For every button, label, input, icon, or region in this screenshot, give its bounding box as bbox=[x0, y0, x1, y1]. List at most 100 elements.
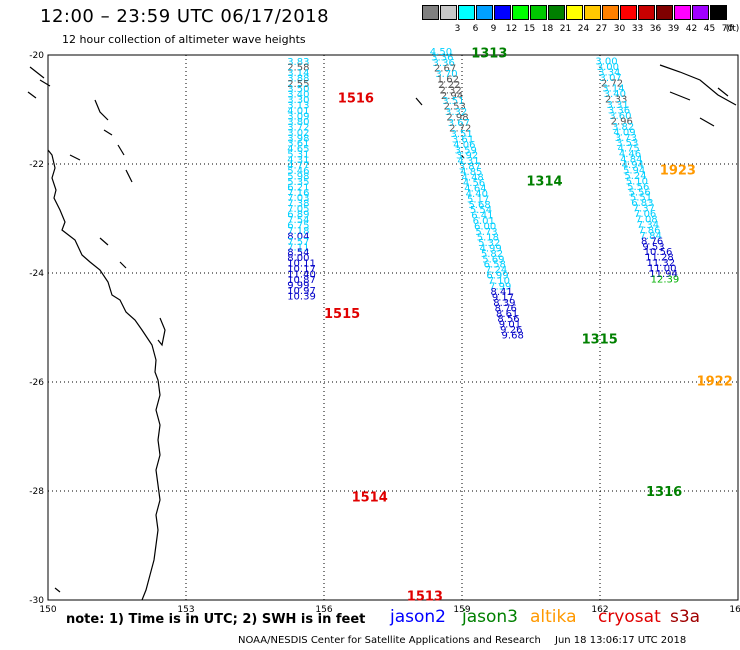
y-tick-label: -24 bbox=[29, 269, 44, 279]
altimeter-tracks: 3.832.583.143.882.553.503.403.303.134.01… bbox=[287, 47, 679, 341]
swh-value: 3.13 bbox=[287, 101, 309, 112]
reef-island-4 bbox=[99, 237, 127, 269]
swh-value: 5.68 bbox=[468, 200, 490, 211]
legend-label: 15 bbox=[523, 24, 536, 34]
swh-value: 7.06 bbox=[634, 209, 656, 220]
swh-value: 3.80 bbox=[287, 117, 309, 128]
swh-value: 8.39 bbox=[493, 298, 515, 309]
swh-value: 7.86 bbox=[638, 225, 660, 236]
legend-swatch bbox=[692, 5, 709, 20]
swh-value: 2.33 bbox=[605, 95, 627, 106]
swh-value: 4.06 bbox=[453, 140, 475, 151]
axis-ticks: 150 153 156 159 162 165 -20 -22 -24 -26 -28 -30 bbox=[29, 51, 740, 615]
pass-label: 1313 bbox=[471, 46, 507, 61]
swh-value: 3.67 bbox=[448, 118, 470, 129]
coastline bbox=[27, 64, 737, 601]
pass-label: 1316 bbox=[646, 485, 682, 500]
y-tick-label: -26 bbox=[29, 378, 44, 388]
swh-value: 3.88 bbox=[287, 73, 309, 84]
swh-value: 7.11 bbox=[287, 242, 309, 253]
swh-value: 3.50 bbox=[287, 84, 309, 95]
swh-value: 10.87 bbox=[287, 275, 316, 286]
swh-value: 7.57 bbox=[287, 237, 309, 248]
swh-value: 3.73 bbox=[615, 133, 637, 144]
swh-value: 2.72 bbox=[601, 78, 623, 89]
swh-value: 3.40 bbox=[604, 89, 626, 100]
swh-value: 8.56 bbox=[497, 314, 519, 325]
swh-value: 3.14 bbox=[287, 68, 309, 79]
swh-value: 2.72 bbox=[449, 123, 471, 134]
y-tick-label: -28 bbox=[29, 487, 44, 497]
x-tick-label: 162 bbox=[591, 605, 608, 615]
x-tick-label: 156 bbox=[315, 605, 332, 615]
swh-value: 7.03 bbox=[287, 193, 309, 204]
swh-value: 5.18 bbox=[477, 232, 499, 243]
swh-value: 3.92 bbox=[456, 151, 478, 162]
legend-label: 27 bbox=[595, 24, 608, 34]
swh-value: 3.36 bbox=[431, 53, 453, 64]
swh-value: 6.58 bbox=[484, 260, 506, 271]
units-note: note: 1) Time is in UTC; 2) SWH is in fe… bbox=[66, 612, 366, 627]
swh-value: 3.61 bbox=[452, 134, 474, 145]
swh-value: 4.56 bbox=[463, 178, 485, 189]
swh-value: 3.31 bbox=[606, 100, 628, 111]
swh-value: 9.53 bbox=[642, 242, 664, 253]
swh-value: 4.50 bbox=[430, 47, 452, 58]
legend-swatch bbox=[512, 5, 529, 20]
swh-value: 3.83 bbox=[287, 57, 309, 68]
satellite-altika: altika bbox=[530, 607, 577, 627]
swh-value: 2.98 bbox=[446, 113, 468, 124]
swh-value: 5.69 bbox=[482, 254, 504, 265]
swh-value: 3.40 bbox=[287, 90, 309, 101]
swh-value: 3.61 bbox=[287, 139, 309, 150]
swh-value: 6.83 bbox=[631, 198, 653, 209]
legend-swatch bbox=[548, 5, 565, 20]
legend-label: 39 bbox=[667, 24, 680, 34]
fraser-island bbox=[157, 317, 166, 347]
swh-value: 2.67 bbox=[434, 64, 456, 75]
lat-lon-grid bbox=[48, 55, 738, 600]
reef-island-2 bbox=[94, 99, 113, 136]
swh-value: 10.17 bbox=[287, 264, 316, 275]
pass-label: 1515 bbox=[324, 307, 360, 322]
swh-value: 3.36 bbox=[608, 106, 630, 117]
swh-value: 3.87 bbox=[459, 162, 481, 173]
legend-swatch bbox=[476, 5, 493, 20]
swh-value: 2.32 bbox=[439, 85, 461, 96]
x-tick-label: 165 bbox=[729, 605, 740, 615]
swh-value: 11.32 bbox=[646, 258, 675, 269]
new-caledonia bbox=[659, 64, 737, 106]
legend-swatch bbox=[530, 5, 547, 20]
legend-swatch bbox=[494, 5, 511, 20]
swh-value: 5.10 bbox=[626, 176, 648, 187]
legend-label: 12 bbox=[505, 24, 518, 34]
swh-value: 9.26 bbox=[500, 325, 522, 336]
swh-value: 4.84 bbox=[620, 155, 642, 166]
legend-swatch bbox=[602, 5, 619, 20]
legend-label: 24 bbox=[577, 24, 590, 34]
swh-value: 4.94 bbox=[622, 160, 644, 171]
legend-swatch bbox=[584, 5, 601, 20]
y-tick-label: -20 bbox=[29, 51, 44, 61]
swh-value: 5.54 bbox=[470, 205, 492, 216]
swh-value: 7.54 bbox=[287, 215, 309, 226]
satellite-s3a: s3a bbox=[670, 607, 701, 627]
swh-value: 3.98 bbox=[287, 133, 309, 144]
swh-value: 7.24 bbox=[485, 265, 507, 276]
swh-value: 4.01 bbox=[287, 106, 309, 117]
lord-howe-island bbox=[54, 587, 61, 593]
swh-value: 1.62 bbox=[437, 74, 459, 85]
swh-value: 5.82 bbox=[481, 249, 503, 260]
swh-value: 7.84 bbox=[640, 231, 662, 242]
swh-value: 11.28 bbox=[645, 253, 674, 264]
y-tick-label: -30 bbox=[29, 596, 44, 606]
map-frame bbox=[47, 54, 739, 601]
reef-island-3 bbox=[69, 144, 133, 183]
swh-value: 5.31 bbox=[287, 150, 309, 161]
swh-value: 6.99 bbox=[486, 271, 508, 282]
legend-swatch bbox=[422, 5, 439, 20]
legend-label: 18 bbox=[541, 24, 554, 34]
swh-value: 12.39 bbox=[651, 274, 680, 285]
swh-value: 4.77 bbox=[287, 161, 309, 172]
